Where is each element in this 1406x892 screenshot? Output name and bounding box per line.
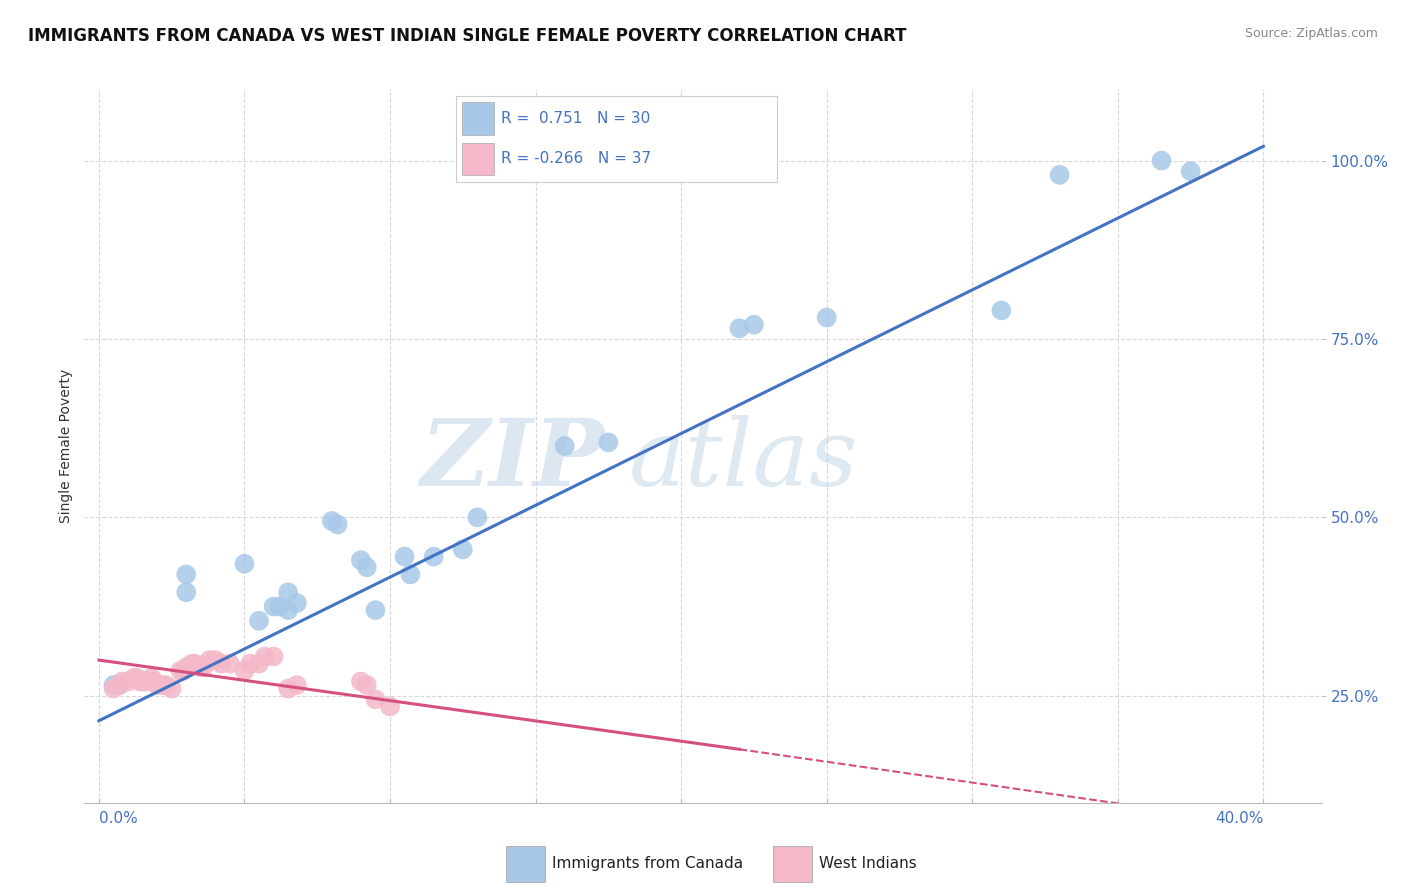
Point [728, 321, 751, 335]
Text: ZIP: ZIP [420, 416, 605, 505]
Point [122, 671, 145, 685]
Point [103, 678, 125, 692]
Point [160, 681, 183, 696]
Point [111, 674, 134, 689]
Point [233, 664, 256, 678]
Text: Source: ZipAtlas.com: Source: ZipAtlas.com [1244, 27, 1378, 40]
Point [174, 585, 197, 599]
Point [277, 681, 299, 696]
Text: IMMIGRANTS FROM CANADA VS WEST INDIAN SINGLE FEMALE POVERTY CORRELATION CHART: IMMIGRANTS FROM CANADA VS WEST INDIAN SI… [28, 27, 907, 45]
Point [399, 567, 422, 582]
Point [1150, 153, 1173, 168]
Point [181, 657, 204, 671]
Point [1049, 168, 1071, 182]
Text: atlas: atlas [628, 416, 858, 505]
Point [131, 674, 153, 689]
Point [155, 678, 177, 692]
Point [247, 614, 270, 628]
Point [143, 674, 166, 689]
Point [108, 678, 131, 692]
Point [277, 585, 299, 599]
Point [263, 599, 285, 614]
Point [356, 560, 378, 574]
Point [239, 657, 262, 671]
Point [1180, 164, 1202, 178]
Y-axis label: Single Female Poverty: Single Female Poverty [59, 369, 73, 523]
Point [815, 310, 838, 325]
Point [219, 657, 242, 671]
Point [204, 653, 226, 667]
Point [174, 660, 197, 674]
Point [326, 517, 349, 532]
Point [321, 514, 343, 528]
Point [277, 603, 299, 617]
Point [350, 674, 373, 689]
Point [451, 542, 474, 557]
Point [190, 660, 212, 674]
Point [103, 681, 125, 696]
Point [117, 674, 139, 689]
Point [141, 671, 163, 685]
Bar [506, 847, 544, 881]
Text: 40.0%: 40.0% [1215, 812, 1264, 826]
Point [125, 671, 148, 685]
Bar [773, 847, 813, 881]
Point [253, 649, 276, 664]
Point [233, 557, 256, 571]
Point [152, 678, 174, 692]
Point [134, 674, 156, 689]
Point [394, 549, 416, 564]
Point [146, 678, 169, 692]
Point [990, 303, 1012, 318]
Point [209, 657, 232, 671]
Point [364, 692, 387, 706]
Point [263, 649, 285, 664]
Point [198, 653, 221, 667]
Point [269, 599, 291, 614]
Point [174, 567, 197, 582]
Point [742, 318, 765, 332]
Text: West Indians: West Indians [818, 855, 917, 871]
Point [350, 553, 373, 567]
Point [184, 657, 207, 671]
Point [108, 678, 131, 692]
Point [169, 664, 191, 678]
Point [247, 657, 270, 671]
Point [467, 510, 489, 524]
Point [193, 660, 215, 674]
Text: Immigrants from Canada: Immigrants from Canada [551, 855, 742, 871]
Point [554, 439, 576, 453]
Point [356, 678, 378, 692]
Point [378, 699, 401, 714]
Point [422, 549, 444, 564]
Point [364, 603, 387, 617]
Point [285, 678, 308, 692]
Point [598, 435, 620, 450]
Point [172, 664, 194, 678]
Text: 0.0%: 0.0% [98, 812, 138, 826]
Point [285, 596, 308, 610]
Point [128, 674, 150, 689]
